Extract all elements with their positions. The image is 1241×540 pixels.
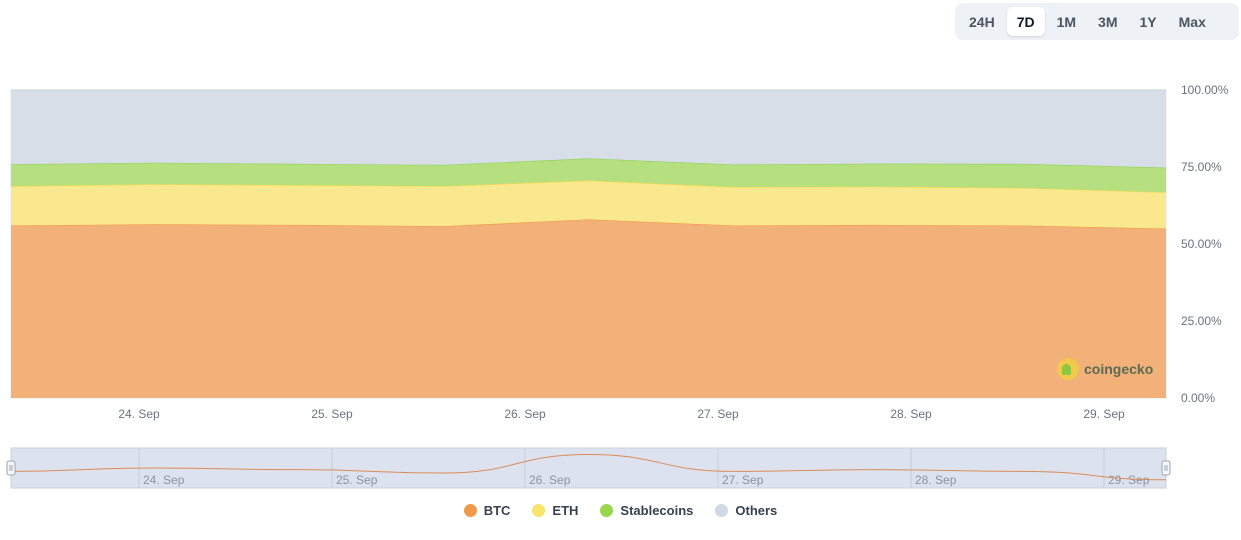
coingecko-gecko-icon <box>1057 358 1079 380</box>
navigator-left-handle[interactable] <box>6 460 16 476</box>
stablecoins-legend-dot-icon <box>600 504 614 517</box>
watermark-text: coingecko <box>1084 361 1154 377</box>
y-tick-label: 100.00% <box>1181 83 1229 97</box>
x-tick-label: 26. Sep <box>504 407 546 421</box>
navigator-tick-label: 29. Sep <box>1108 473 1150 487</box>
x-tick-label: 24. Sep <box>118 407 160 421</box>
legend-label: Stablecoins <box>620 503 694 518</box>
y-tick-label: 25.00% <box>1181 314 1222 328</box>
navigator-tick-label: 26. Sep <box>529 473 571 487</box>
stablecoins-area <box>11 158 1166 193</box>
navigator-tick-label: 27. Sep <box>722 473 764 487</box>
eth-area <box>11 180 1166 229</box>
legend-item-others[interactable]: Others <box>715 503 777 518</box>
range-7d-button[interactable]: 7D <box>1006 7 1045 36</box>
navigator-right-handle[interactable] <box>1161 460 1171 476</box>
others-legend-dot-icon <box>715 504 729 517</box>
legend-label: Others <box>735 503 778 518</box>
legend-item-btc[interactable]: BTC <box>463 503 511 518</box>
market-dominance-chart: 100.00% 75.00% 50.00% 25.00% 0.00% 24. Sep 25.… <box>6 83 1229 489</box>
x-tick-label: 27. Sep <box>697 407 739 421</box>
range-1m-button[interactable]: 1M <box>1056 13 1077 30</box>
others-area <box>11 90 1166 168</box>
coingecko-watermark: coingecko <box>1057 358 1153 380</box>
range-24h-button[interactable]: 24H <box>969 13 995 30</box>
legend-label: BTC <box>483 503 511 518</box>
btc-legend-dot-icon <box>463 504 477 517</box>
x-tick-label: 25. Sep <box>311 407 353 421</box>
y-tick-label: 50.00% <box>1181 237 1222 251</box>
navigator-tick-label: 25. Sep <box>336 473 378 487</box>
y-tick-label: 75.00% <box>1181 160 1222 174</box>
x-tick-label: 28. Sep <box>890 407 932 421</box>
navigator-tick-label: 28. Sep <box>915 473 957 487</box>
range-max-button[interactable]: Max <box>1178 13 1206 30</box>
chart-legend: BTC ETH Stablecoins Others <box>0 503 1241 518</box>
y-tick-label: 0.00% <box>1181 391 1215 405</box>
navigator-tick-label: 24. Sep <box>143 473 185 487</box>
eth-legend-dot-icon <box>532 504 546 517</box>
btc-area <box>11 219 1166 398</box>
legend-label: ETH <box>552 503 579 518</box>
legend-item-eth[interactable]: ETH <box>532 503 578 518</box>
x-tick-label: 29. Sep <box>1083 407 1125 421</box>
range-1y-button[interactable]: 1Y <box>1139 13 1157 30</box>
time-range-selector: 24H 7D 1M 3M 1Y Max <box>955 3 1239 40</box>
range-3m-button[interactable]: 3M <box>1098 13 1118 30</box>
navigator-btc-line <box>10 454 1167 481</box>
legend-item-stablecoins[interactable]: Stablecoins <box>600 503 693 518</box>
